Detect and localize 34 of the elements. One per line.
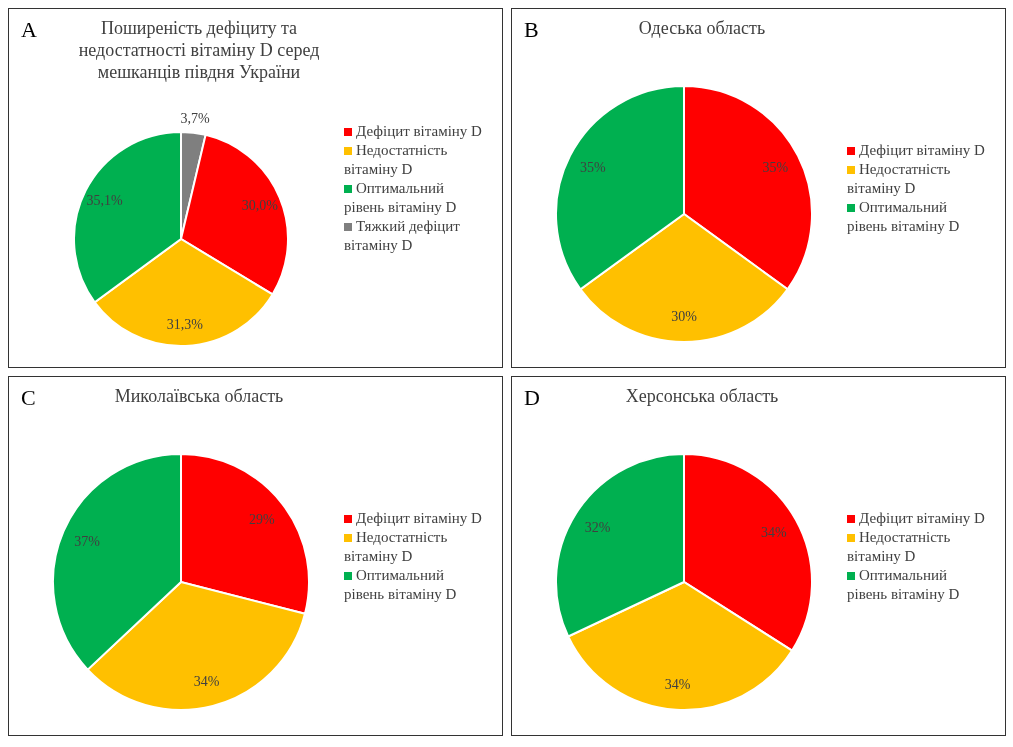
legend-label: Оптимальний рівень вітаміну D	[344, 179, 457, 215]
data-label: 31,3%	[166, 317, 204, 333]
chart-title: Одеська область	[637, 17, 767, 39]
data-label: 32%	[584, 519, 611, 535]
chart-title: Миколаївська область	[113, 385, 285, 407]
data-label: 3,7%	[180, 111, 210, 127]
legend-label: Тяжкий дефіцит вітаміну D	[344, 217, 460, 253]
legend-label: Дефіцит вітаміну D	[356, 122, 482, 139]
legend-label: Дефіцит вітаміну D	[356, 509, 482, 526]
legend-label: Дефіцит вітаміну D	[859, 509, 985, 526]
legend-label: Оптимальний рівень вітаміну D	[847, 198, 960, 234]
data-label: 34%	[193, 673, 220, 689]
text: D	[524, 385, 540, 411]
data-label: 37%	[74, 533, 101, 549]
data-label: 30%	[671, 308, 698, 324]
legend-label: Недостатність вітаміну D	[847, 528, 951, 564]
data-label: 30,0%	[241, 198, 279, 214]
data-label: 35,1%	[86, 192, 124, 208]
text: B	[524, 17, 539, 43]
legend-label: Недостатність вітаміну D	[344, 528, 448, 564]
data-label: 35%	[762, 160, 789, 176]
legend-label: Недостатність вітаміну D	[847, 160, 951, 196]
legend-label: Оптимальний рівень вітаміну D	[344, 566, 457, 602]
text: C	[21, 385, 36, 411]
chart-title: Херсонська область	[624, 385, 780, 407]
data-label: 34%	[664, 676, 691, 692]
data-label: 29%	[249, 511, 276, 527]
data-label: 35%	[579, 160, 606, 176]
chart-title: Поширеність дефіциту та недостатності вітаміну D серед мешканців півдня України	[77, 17, 321, 83]
legend-label: Оптимальний рівень вітаміну D	[847, 566, 960, 602]
text: A	[21, 17, 37, 43]
data-label: 34%	[760, 525, 787, 541]
legend-label: Дефіцит вітаміну D	[859, 141, 985, 158]
legend-label: Недостатність вітаміну D	[344, 141, 448, 177]
